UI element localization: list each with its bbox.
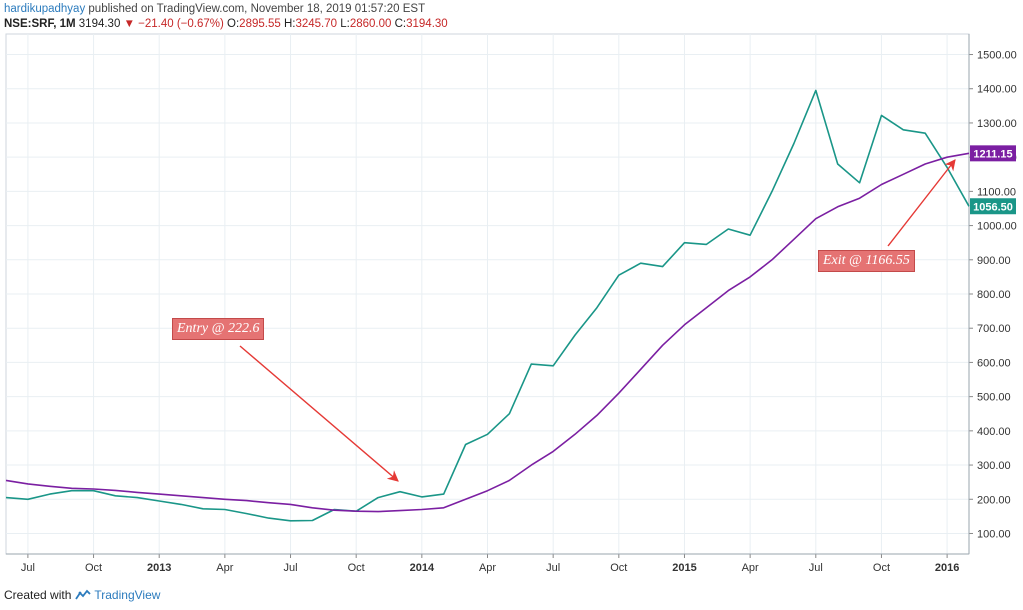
- x-tick-label: Jul: [809, 562, 823, 574]
- x-tick-label: Apr: [216, 562, 233, 574]
- y-tick-label: 1500.00: [977, 50, 1017, 62]
- exit-annotation[interactable]: Exit @ 1166.55: [818, 250, 915, 272]
- low-label: L:: [340, 18, 350, 30]
- x-tick-label: Oct: [348, 562, 365, 574]
- x-tick-label: Apr: [479, 562, 496, 574]
- tradingview-brand[interactable]: TradingView: [75, 588, 160, 602]
- exit-arrow: [887, 159, 956, 247]
- publish-header: hardikupadhyay published on TradingView.…: [4, 2, 425, 17]
- x-tick-label: 2014: [410, 562, 435, 574]
- y-tick-label: 1400.00: [977, 84, 1017, 96]
- footer: Created with TradingView: [4, 588, 160, 602]
- symbol-info-row: NSE:SRF, 1M 3194.30 ▼ −21.40 (−0.67%) O:…: [4, 17, 448, 32]
- change-value: −21.40 (−0.67%): [138, 18, 224, 30]
- x-tick-label: 2016: [935, 562, 959, 574]
- last-price: 3194.30: [78, 18, 121, 30]
- close-label: C:: [394, 18, 407, 30]
- last-price-badge-label: 1056.50: [973, 201, 1013, 213]
- ma-price-badge-label: 1211.15: [973, 148, 1012, 160]
- high-label: H:: [283, 18, 296, 30]
- y-tick-label: 200.00: [977, 494, 1011, 506]
- last-price-badge: [970, 198, 1016, 215]
- tradingview-label: TradingView: [94, 588, 161, 602]
- price-line[interactable]: [5, 89, 970, 522]
- y-tick-label: 1300.00: [977, 118, 1017, 130]
- symbol-label[interactable]: NSE:SRF, 1M: [4, 18, 76, 30]
- entry-arrow: [239, 345, 399, 482]
- x-tick-label: Jul: [283, 562, 297, 574]
- moving-average-line[interactable]: [5, 152, 970, 513]
- x-tick-label: Oct: [85, 562, 102, 574]
- y-tick-label: 1000.00: [977, 221, 1017, 233]
- entry-annotation[interactable]: Entry @ 222.6: [172, 318, 265, 340]
- y-tick-label: 500.00: [977, 392, 1011, 404]
- x-tick-label: Jul: [21, 562, 35, 574]
- y-tick-label: 1100.00: [977, 186, 1016, 198]
- high-value: 3245.70: [295, 18, 338, 30]
- author-link[interactable]: hardikupadhyay: [4, 3, 86, 15]
- x-tick-label: Oct: [873, 562, 890, 574]
- ma-price-badge: [970, 145, 1016, 162]
- down-triangle-icon: ▼: [123, 18, 135, 30]
- x-tick-label: Apr: [742, 562, 759, 574]
- y-tick-label: 800.00: [977, 289, 1011, 301]
- y-tick-label: 300.00: [977, 460, 1011, 472]
- x-tick-label: 2015: [672, 562, 696, 574]
- open-label: O:: [227, 18, 240, 30]
- y-tick-label: 600.00: [977, 357, 1011, 369]
- tradingview-logo-icon: [75, 589, 92, 600]
- low-value: 2860.00: [349, 18, 392, 30]
- y-tick-label: 400.00: [977, 426, 1011, 438]
- close-value: 3194.30: [406, 18, 448, 30]
- y-tick-label: 900.00: [977, 255, 1011, 267]
- x-tick-label: Jul: [546, 562, 560, 574]
- x-tick-label: Oct: [610, 562, 627, 574]
- y-tick-label: 700.00: [977, 323, 1011, 335]
- created-with-label: Created with: [4, 588, 72, 602]
- x-tick-label: 2013: [147, 562, 171, 574]
- publish-info: published on TradingView.com, November 1…: [88, 3, 426, 15]
- y-tick-label: 100.00: [977, 528, 1011, 540]
- open-value: 2895.55: [239, 18, 281, 30]
